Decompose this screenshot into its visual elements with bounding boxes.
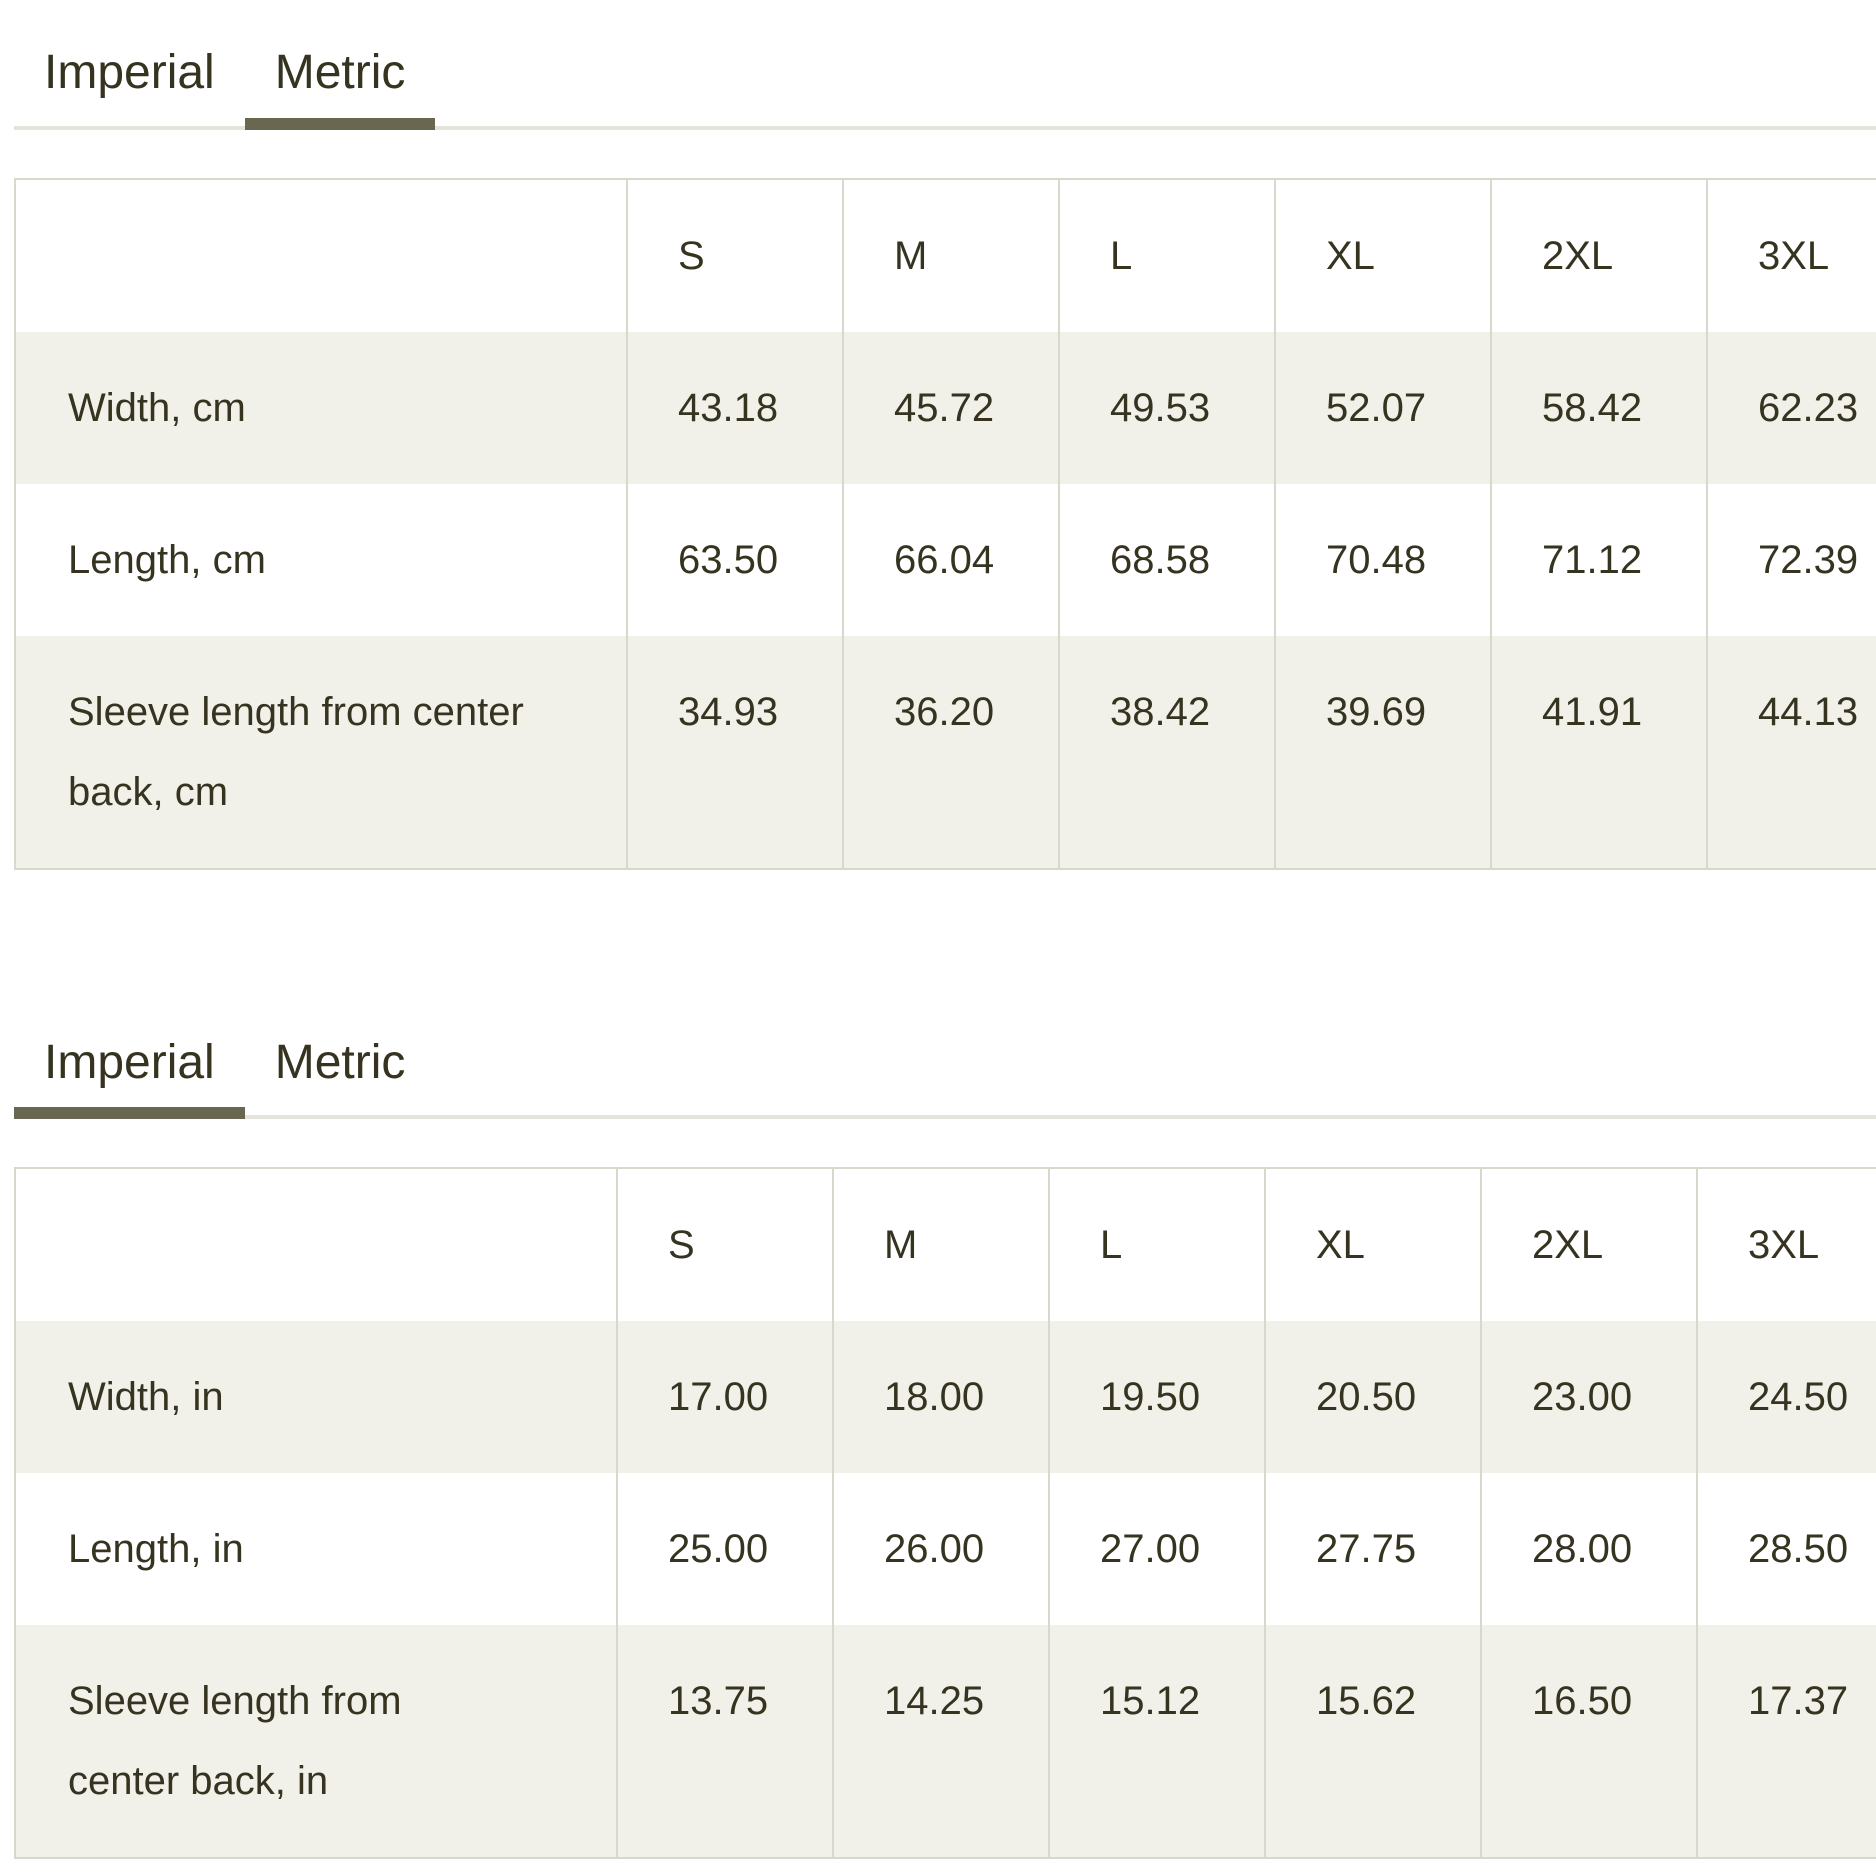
size-value: 45.72	[842, 331, 1059, 484]
size-table-wrap: S M L XL 2XL 3XL Width, cm 43.18 45.72 4…	[14, 177, 1876, 870]
row-label: Width, in	[15, 1321, 617, 1473]
size-value: 15.12	[1048, 1625, 1265, 1859]
column-header-m: M	[842, 178, 1059, 332]
row-label: Length, in	[15, 1473, 617, 1625]
size-value: 15.62	[1264, 1625, 1481, 1859]
size-value: 52.07	[1274, 331, 1491, 484]
size-table-metric: S M L XL 2XL 3XL Width, cm 43.18 45.72 4…	[14, 177, 1876, 870]
unit-tabs: Imperial Metric	[14, 1034, 1876, 1120]
corner-cell	[15, 179, 627, 332]
column-header-2xl: 2XL	[1480, 1168, 1697, 1322]
row-label: Width, cm	[15, 332, 627, 484]
table-row: Sleeve length from center back, cm 34.93…	[15, 635, 1876, 869]
size-value: 66.04	[842, 483, 1059, 636]
tab-metric[interactable]: Metric	[274, 1035, 406, 1089]
size-value: 28.50	[1696, 1473, 1876, 1626]
size-value: 27.75	[1264, 1473, 1481, 1626]
size-value: 18.00	[832, 1321, 1049, 1474]
size-table-imperial: S M L XL 2XL 3XL Width, in 17.00 18.00 1…	[14, 1167, 1876, 1860]
corner-cell	[15, 1168, 617, 1321]
tab-imperial[interactable]: Imperial	[44, 46, 215, 99]
size-value: 34.93	[626, 635, 843, 869]
size-value: 17.37	[1696, 1625, 1876, 1859]
unit-tabs: Imperial Metric	[14, 44, 1876, 130]
size-value: 26.00	[832, 1473, 1049, 1626]
size-value: 62.23	[1706, 331, 1876, 484]
size-value: 23.00	[1480, 1321, 1697, 1474]
size-table-wrap: S M L XL 2XL 3XL Width, in 17.00 18.00 1…	[14, 1167, 1876, 1860]
row-label-text: Sleeve length from center back, cm	[68, 689, 524, 814]
size-value: 72.39	[1706, 483, 1876, 636]
size-value: 68.58	[1058, 483, 1275, 636]
table-row: Sleeve length from center back, in 13.75…	[15, 1625, 1876, 1859]
size-value: 20.50	[1264, 1321, 1481, 1474]
size-value: 70.48	[1274, 483, 1491, 636]
size-value: 25.00	[616, 1473, 833, 1626]
column-header-xl: XL	[1274, 178, 1491, 332]
column-header-s: S	[616, 1168, 833, 1322]
row-label-text: Sleeve length from center back, in	[68, 1679, 402, 1804]
size-value: 44.13	[1706, 635, 1876, 869]
size-value: 28.00	[1480, 1473, 1697, 1626]
size-value: 71.12	[1490, 483, 1707, 636]
header-row: S M L XL 2XL 3XL	[15, 1168, 1876, 1322]
row-label: Sleeve length from center back, cm	[15, 636, 627, 869]
row-label: Length, cm	[15, 484, 627, 636]
column-header-m: M	[832, 1168, 1049, 1322]
row-label-text: Length, in	[68, 1527, 244, 1572]
size-value: 19.50	[1048, 1321, 1265, 1474]
size-value: 49.53	[1058, 331, 1275, 484]
size-value: 14.25	[832, 1625, 1049, 1859]
column-header-3xl: 3XL	[1706, 178, 1876, 332]
column-header-2xl: 2XL	[1490, 178, 1707, 332]
table-row: Width, cm 43.18 45.72 49.53 52.07 58.42 …	[15, 331, 1876, 484]
table-row: Width, in 17.00 18.00 19.50 20.50 23.00 …	[15, 1321, 1876, 1474]
column-header-l: L	[1058, 178, 1275, 332]
size-value: 24.50	[1696, 1321, 1876, 1474]
row-label-text: Width, in	[68, 1375, 224, 1420]
size-value: 58.42	[1490, 331, 1707, 484]
column-header-3xl: 3XL	[1696, 1168, 1876, 1322]
column-header-l: L	[1048, 1168, 1265, 1322]
size-value: 41.91	[1490, 635, 1707, 869]
header-row: S M L XL 2XL 3XL	[15, 178, 1876, 332]
row-label: Sleeve length from center back, in	[15, 1625, 617, 1858]
size-value: 16.50	[1480, 1625, 1697, 1859]
table-row: Length, in 25.00 26.00 27.00 27.75 28.00…	[15, 1473, 1876, 1626]
column-header-s: S	[626, 178, 843, 332]
tab-metric[interactable]: Metric	[244, 44, 436, 130]
size-value: 13.75	[616, 1625, 833, 1859]
size-value: 17.00	[616, 1321, 833, 1474]
tab-imperial[interactable]: Imperial	[14, 1034, 245, 1119]
size-value: 36.20	[842, 635, 1059, 869]
size-value: 39.69	[1274, 635, 1491, 869]
size-value: 38.42	[1058, 635, 1275, 869]
size-chart-section-metric: Imperial Metric S M L XL 2XL 3XL	[0, 0, 1876, 870]
column-header-xl: XL	[1264, 1168, 1481, 1322]
size-value: 43.18	[626, 331, 843, 484]
size-value: 63.50	[626, 483, 843, 636]
table-row: Length, cm 63.50 66.04 68.58 70.48 71.12…	[15, 483, 1876, 636]
row-label-text: Length, cm	[68, 537, 266, 582]
size-value: 27.00	[1048, 1473, 1265, 1626]
size-chart-section-imperial: Imperial Metric S M L XL 2XL 3XL	[0, 990, 1876, 1860]
row-label-text: Width, cm	[68, 385, 246, 430]
